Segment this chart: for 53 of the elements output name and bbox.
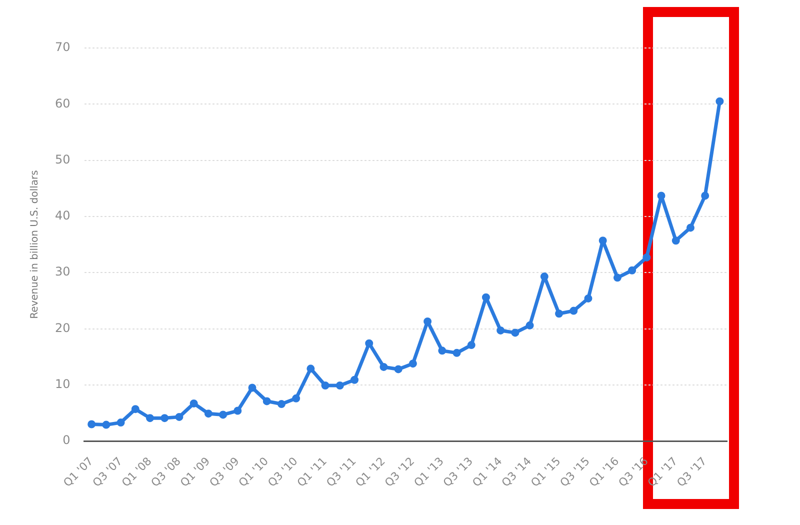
point — [175, 412, 184, 421]
point — [452, 348, 461, 357]
point — [306, 364, 315, 373]
point — [350, 376, 359, 384]
point — [277, 400, 286, 408]
point — [336, 381, 344, 390]
point — [204, 410, 212, 418]
point — [292, 394, 300, 402]
y-tick-label: 70 — [54, 40, 70, 54]
point — [116, 418, 125, 427]
point — [526, 321, 534, 330]
x-tick-label: Q3 '17 — [674, 454, 710, 490]
y-tick-label: 0 — [62, 433, 70, 448]
point — [219, 410, 228, 419]
point — [657, 192, 666, 200]
y-tick-label: 50 — [54, 152, 70, 166]
point — [88, 420, 96, 428]
point — [394, 365, 402, 374]
point — [160, 414, 169, 422]
point — [701, 192, 710, 200]
point — [321, 381, 330, 390]
point — [438, 346, 446, 355]
y-tick-label: 30 — [54, 264, 70, 279]
point — [570, 306, 578, 315]
y-tick-label: 10 — [54, 377, 70, 392]
point — [234, 406, 242, 415]
point — [262, 397, 271, 406]
point — [613, 274, 622, 282]
point — [467, 341, 476, 350]
point — [482, 293, 490, 302]
point — [248, 384, 256, 392]
point — [408, 360, 417, 368]
y-axis-title: Revenue in billion U.S. dollars — [30, 170, 41, 319]
point — [380, 362, 388, 371]
point — [131, 405, 140, 414]
point — [511, 328, 520, 337]
point — [496, 326, 505, 334]
point — [628, 266, 636, 274]
point — [598, 236, 607, 245]
y-tick-label: 20 — [54, 320, 70, 335]
point — [190, 399, 198, 408]
point — [365, 339, 374, 348]
y-tick-label: 60 — [54, 96, 70, 110]
point — [686, 224, 694, 232]
point — [555, 310, 564, 318]
y-tick-label: 40 — [54, 208, 70, 223]
point — [716, 97, 724, 106]
point — [584, 294, 592, 302]
point — [102, 420, 110, 429]
point — [642, 253, 651, 262]
point — [424, 317, 432, 326]
point — [146, 414, 154, 422]
point — [672, 236, 680, 245]
